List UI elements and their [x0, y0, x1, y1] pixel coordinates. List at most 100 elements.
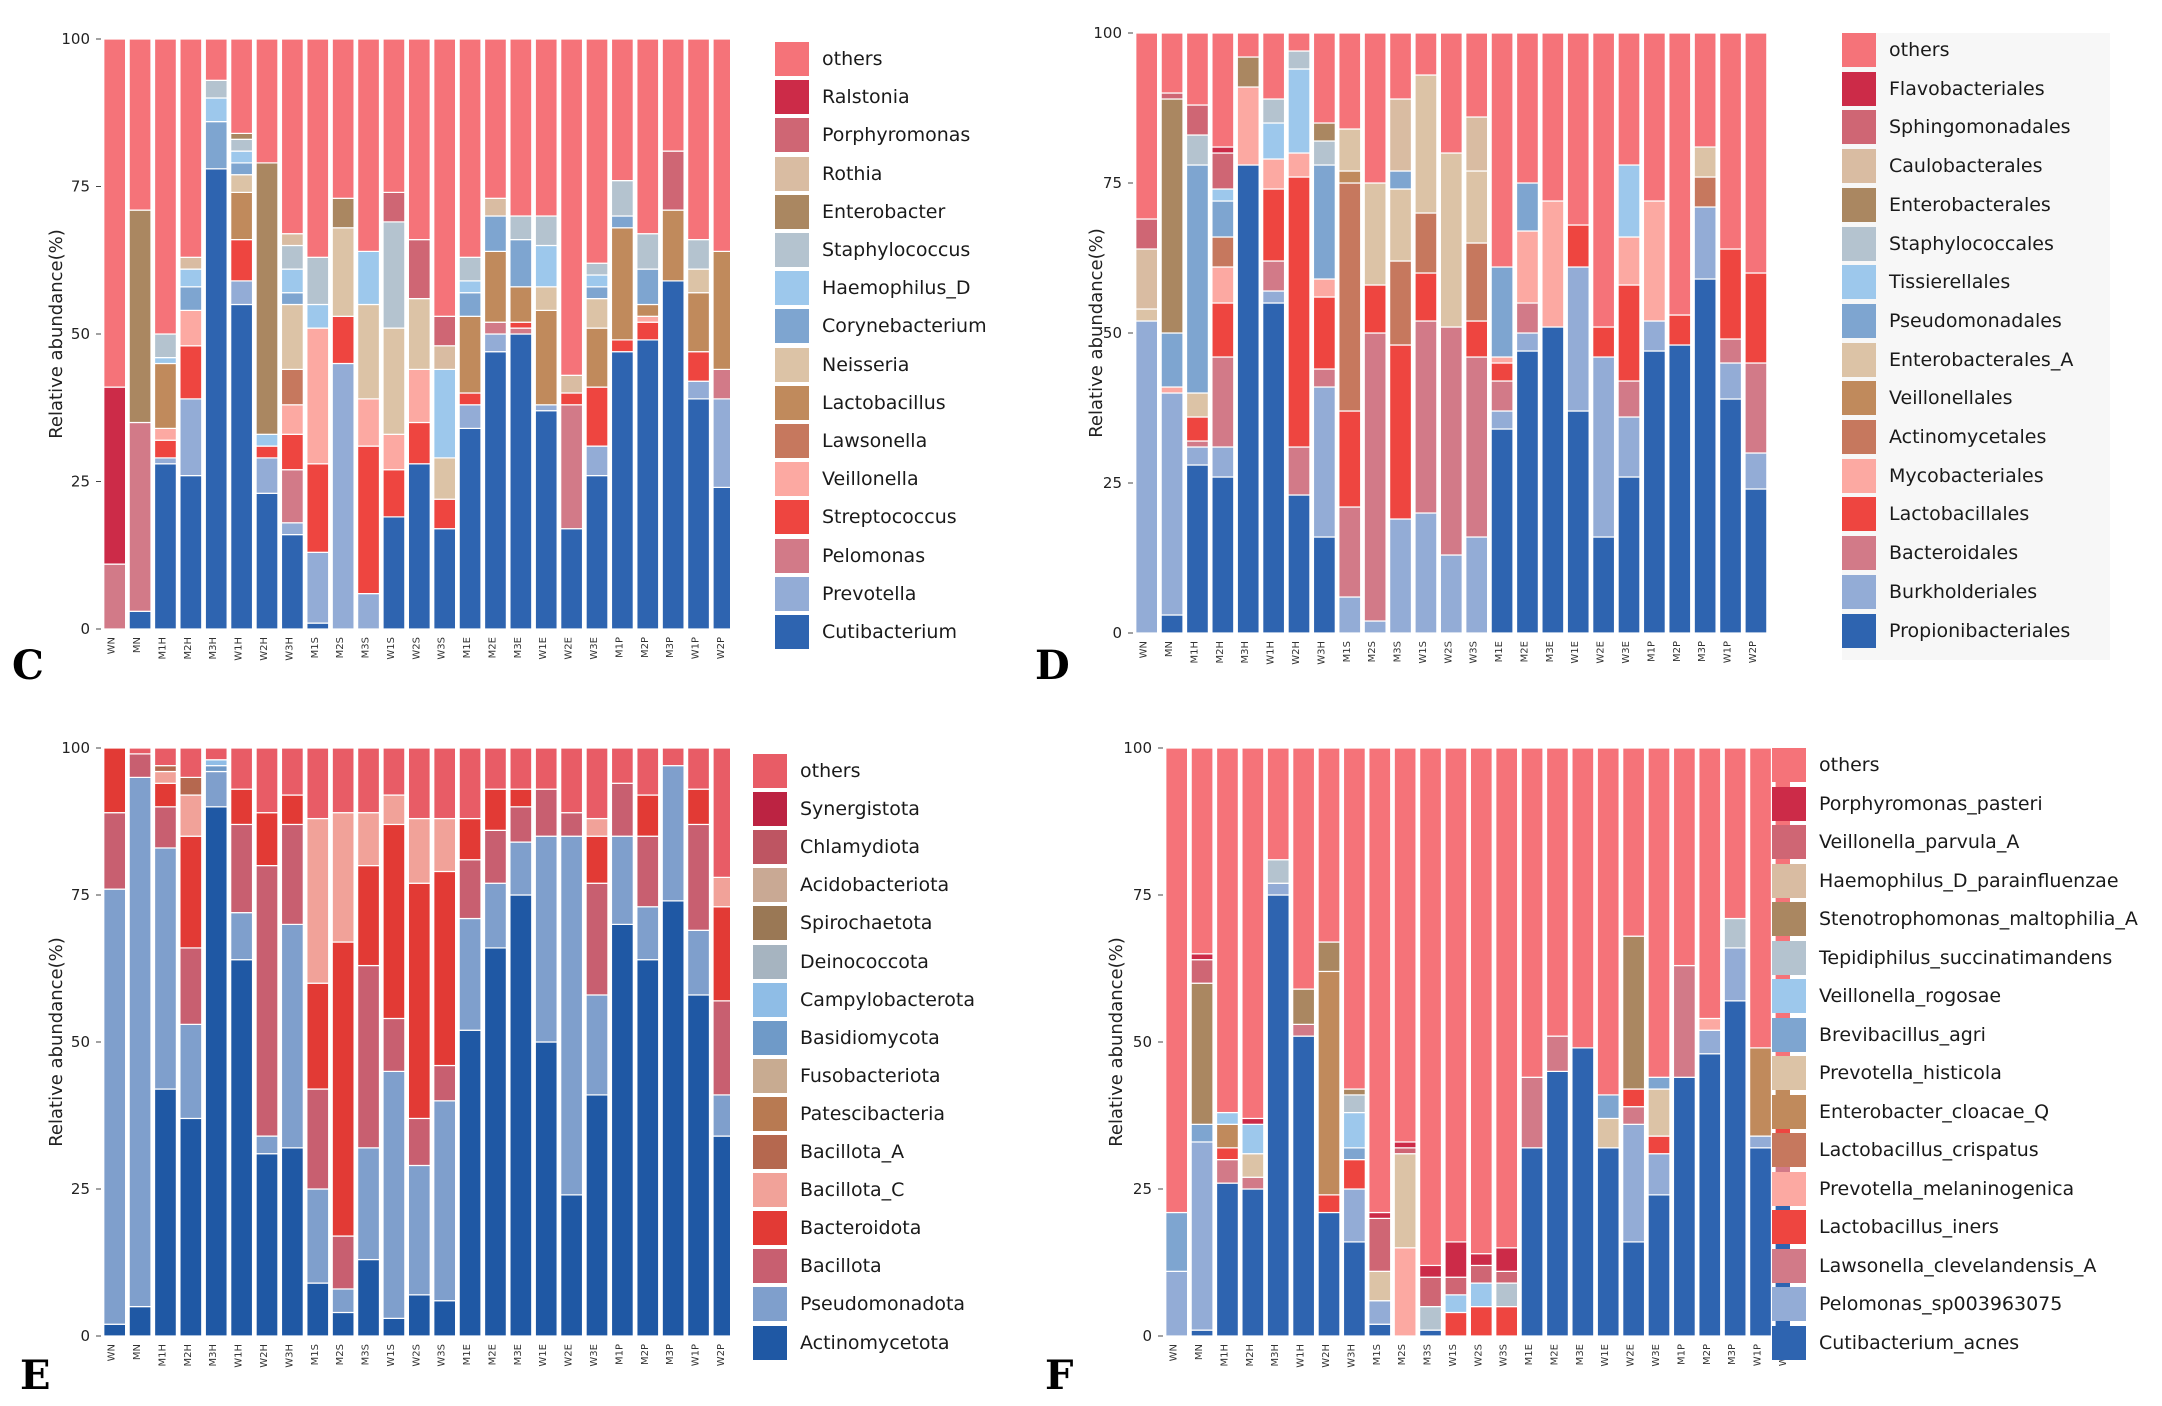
legend-label: Bacteroidales	[1889, 542, 2019, 565]
bar-segment	[1622, 1088, 1646, 1108]
bar-segment	[357, 398, 381, 447]
bar-segment	[433, 1300, 457, 1337]
bar-segment	[407, 1294, 431, 1337]
bar-segment	[1419, 747, 1443, 1267]
bar-segment	[382, 1070, 406, 1319]
x-tick-label: W2S	[411, 1344, 422, 1367]
legend-label: Lactobacillus_iners	[1819, 1216, 1999, 1238]
x-tick-label: M1P	[614, 1344, 625, 1365]
bar-segment	[407, 882, 431, 1120]
bar-W3E	[1617, 32, 1641, 634]
bar-segment	[661, 900, 685, 1337]
bar-W3S	[433, 747, 457, 1337]
bar-segment	[712, 486, 736, 630]
bar-segment	[458, 747, 482, 820]
bar-segment	[1292, 747, 1316, 990]
bar-segment	[153, 847, 177, 1090]
bar-M3P	[1723, 747, 1747, 1337]
bar-segment	[1241, 1153, 1265, 1178]
bar-segment	[610, 782, 634, 837]
bar-segment	[1241, 1117, 1265, 1125]
legend-item: Sphingomonadales	[1842, 110, 2071, 145]
bar-segment	[585, 835, 609, 884]
x-tick-label: W1P	[1723, 641, 1734, 663]
x-tick-label: M2E	[487, 637, 498, 658]
bar-segment	[1317, 747, 1341, 943]
bar-segment	[179, 398, 203, 477]
bar-segment	[306, 622, 330, 630]
legend-label: Porphyromonas	[822, 124, 971, 147]
legend-swatch	[1772, 902, 1806, 936]
bar-segment	[1317, 941, 1341, 973]
bar-segment	[407, 421, 431, 465]
bar-segment	[1698, 747, 1722, 1020]
bar-M3E	[1541, 32, 1565, 634]
bar-segment	[407, 1164, 431, 1296]
bar-segment	[1160, 92, 1184, 100]
bar-segment	[1642, 200, 1666, 322]
bar-segment	[687, 398, 711, 630]
bar-segment	[1465, 116, 1489, 172]
legend-swatch	[1772, 748, 1806, 782]
bar-segment	[1185, 32, 1209, 106]
bar-segment	[280, 303, 304, 371]
bar-segment	[407, 463, 431, 630]
legend-swatch	[753, 1096, 787, 1131]
legend-label: Stenotrophomonas_maltophilia_A	[1819, 908, 2138, 930]
legend-swatch	[753, 754, 787, 788]
bar-M2P	[636, 38, 660, 630]
bar-segment	[458, 256, 482, 282]
legend-swatch	[775, 271, 809, 306]
bar-segment	[1566, 266, 1590, 412]
bar-segment	[1262, 122, 1286, 160]
bar-segment	[1642, 320, 1666, 352]
legend-label: Pseudomonadota	[800, 1293, 966, 1316]
legend-swatch	[1842, 342, 1876, 377]
legend-c: others Ralstonia Porphyromonas Rothia Entero…	[775, 42, 1105, 653]
legend-item: others	[753, 754, 861, 788]
bar-segment	[357, 812, 381, 867]
legend-item: Haemophilus_D	[775, 271, 970, 306]
bar-segment	[179, 286, 203, 311]
bar-segment	[1596, 1094, 1620, 1120]
bar-segment	[1368, 1211, 1392, 1219]
bar-segment	[1515, 302, 1539, 334]
bar-segment	[1647, 1135, 1671, 1155]
bar-W1H	[230, 38, 254, 630]
bar-M2H	[179, 747, 203, 1337]
legend-label: Enterobacterales_A	[1889, 348, 2074, 371]
bar-segment	[560, 528, 584, 630]
bar-segment	[1719, 32, 1743, 250]
bar-segment	[1165, 1211, 1189, 1272]
bar-segment	[636, 339, 660, 630]
bar-segment	[1135, 308, 1159, 322]
bar-segment	[280, 244, 304, 270]
bar-segment	[712, 398, 736, 488]
bar-segment	[585, 994, 609, 1096]
legend-label: Veillonellales	[1889, 387, 2013, 410]
bar-segment	[1744, 272, 1768, 364]
legend-item: Veillonellales	[1842, 381, 2013, 416]
bar-W2P	[1744, 32, 1768, 634]
bar-segment	[255, 747, 279, 814]
legend-label: Pelomonas	[822, 544, 926, 567]
bar-segment	[179, 794, 203, 837]
bar-segment	[610, 180, 634, 217]
bar-segment	[1215, 1123, 1239, 1149]
bar-segment	[407, 298, 431, 371]
legend-swatch	[753, 1325, 787, 1360]
bar-segment	[1617, 164, 1641, 238]
legend-item: Prevotella	[775, 576, 916, 611]
legend-item: others	[1842, 33, 1950, 67]
bar-segment	[204, 168, 228, 630]
legend-item: Bacillota	[753, 1249, 882, 1284]
legend-swatch	[1842, 110, 1876, 145]
bar-segment	[331, 1311, 355, 1337]
legend-item: Burkholderiales	[1842, 574, 2037, 609]
bar-segment	[153, 38, 177, 335]
bar-segment	[1495, 1270, 1519, 1284]
bar-segment	[1693, 176, 1717, 208]
bar-M3P	[661, 38, 685, 630]
legend-label: Lawsonella_clevelandensis_A	[1819, 1254, 2097, 1277]
bar-segment	[280, 38, 304, 235]
